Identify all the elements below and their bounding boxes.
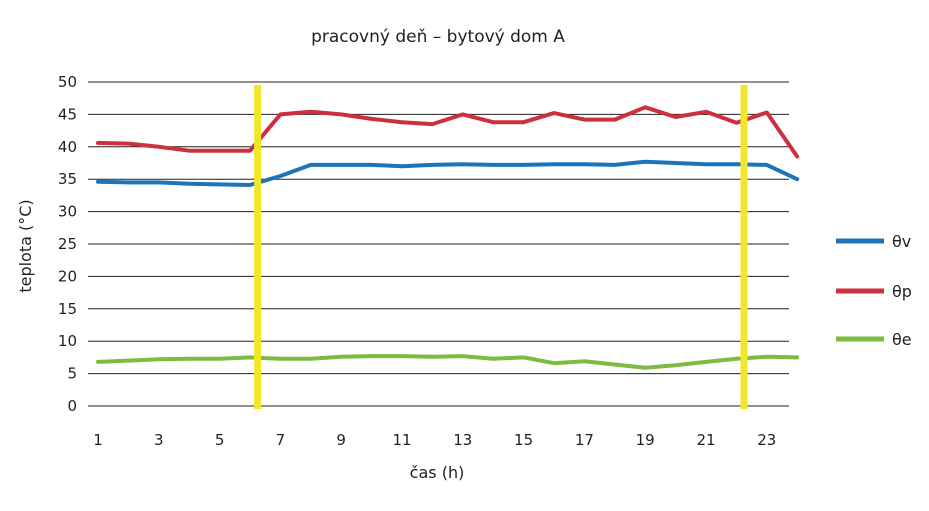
- vertical-markers: [254, 85, 748, 409]
- y-axis-ticks: 0 5 10 15 20 25 30 35 40 45 50: [58, 73, 77, 415]
- x-tick-label: 5: [215, 431, 225, 449]
- y-tick-label: 25: [58, 235, 77, 253]
- series-line-0: [96, 159, 800, 187]
- x-tick-label: 9: [336, 431, 346, 449]
- x-tick-label: 13: [453, 431, 472, 449]
- y-tick-label: 30: [58, 203, 77, 221]
- y-tick-label: 40: [58, 138, 77, 156]
- chart-title: pracovný deň – bytový dom A: [311, 27, 565, 47]
- y-tick-label: 45: [58, 105, 77, 123]
- x-tick-label: 3: [154, 431, 164, 449]
- y-tick-label: 0: [67, 397, 77, 415]
- y-tick-label: 10: [58, 332, 77, 350]
- x-tick-label: 23: [757, 431, 776, 449]
- y-tick-label: 50: [58, 73, 77, 91]
- x-tick-label: 11: [392, 431, 411, 449]
- series-line-2: [96, 354, 800, 370]
- legend-label-0: θv: [892, 232, 911, 251]
- y-axis-label: teplota (°C): [16, 199, 35, 292]
- legend-label-2: θe: [892, 330, 912, 349]
- series-line-1: [96, 105, 800, 159]
- y-tick-label: 35: [58, 170, 77, 188]
- x-axis-label: čas (h): [410, 463, 465, 482]
- x-tick-label: 21: [696, 431, 715, 449]
- x-axis-ticks: 1 3 5 7 9 11 13 15 17 19 21 23: [93, 431, 776, 449]
- x-tick-label: 17: [575, 431, 594, 449]
- y-tick-label: 15: [58, 300, 77, 318]
- x-tick-label: 7: [276, 431, 286, 449]
- x-tick-label: 1: [93, 431, 103, 449]
- x-tick-label: 19: [636, 431, 655, 449]
- x-tick-label: 15: [514, 431, 533, 449]
- y-tick-label: 20: [58, 267, 77, 285]
- legend-label-1: θp: [892, 282, 912, 301]
- y-tick-label: 5: [67, 365, 77, 383]
- series-lines: [96, 105, 800, 370]
- legend: θv θp θe: [836, 232, 912, 349]
